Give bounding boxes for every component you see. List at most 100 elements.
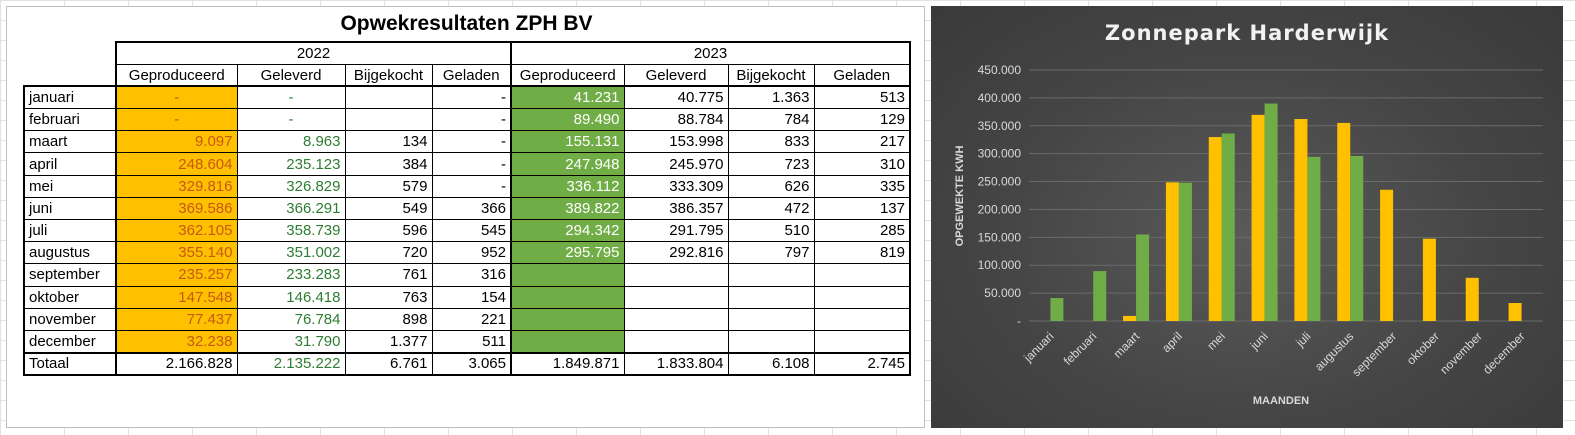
value-cell-2022-bijgekocht: 898 — [344, 307, 433, 331]
bar-series-1-augustus — [1350, 156, 1364, 321]
x-tick-label: april — [1159, 329, 1185, 355]
y-tick-label: 300.000 — [978, 147, 1022, 161]
value-cell-2022-geladen: 952 — [431, 241, 512, 265]
value-cell-2022-geproduceerd: 355.140 — [115, 241, 238, 265]
value-cell-2023-bijgekocht: 784 — [727, 108, 815, 132]
value-cell-2023-geladen: 217 — [813, 130, 911, 154]
value-cell-2022-geladen: - — [431, 85, 512, 110]
value-cell-2022-geleverd: 235.123 — [236, 152, 346, 176]
month-cell: juni — [23, 196, 117, 220]
y-tick-label: 400.000 — [978, 91, 1022, 105]
value-cell-2023-bijgekocht: 833 — [727, 130, 815, 154]
value-cell-2022-bijgekocht: 6.761 — [344, 351, 433, 376]
year-header-2023: 2023 — [510, 40, 911, 65]
value-cell-2022-geleverd: 358.739 — [236, 218, 346, 243]
table-row: februari - - -89.490 88.784 784 129 — [23, 108, 911, 132]
value-cell-2023-geladen — [813, 263, 911, 287]
column-header-2023-geleverd: Geleverd — [623, 64, 729, 87]
bar-series-0-augustus — [1337, 122, 1351, 321]
table-title: Opwekresultaten ZPH BV — [340, 12, 593, 35]
value-cell-2023-geproduceerd: 295.795 — [510, 241, 625, 265]
value-cell-2022-geleverd: 76.784 — [236, 307, 346, 331]
bar-series-0-april — [1165, 182, 1179, 321]
y-axis-label: OPGEWEKTE KWH — [954, 146, 966, 247]
y-tick-label: 150.000 — [978, 230, 1022, 244]
x-tick-label: september — [1349, 329, 1399, 379]
year-header-2022: 2022 — [115, 40, 512, 65]
x-tick-label: juli — [1293, 329, 1314, 350]
value-cell-2023-geleverd: 386.357 — [623, 196, 729, 221]
value-cell-2023-bijgekocht — [727, 307, 815, 331]
value-cell-2022-geproduceerd: 369.586 — [115, 196, 238, 221]
value-cell-2023-geproduceerd: 89.490 — [510, 108, 625, 132]
value-cell-2023-geproduceerd: 389.822 — [510, 196, 625, 221]
value-cell-2023-bijgekocht: 723 — [727, 152, 815, 176]
bar-series-0-november — [1465, 277, 1479, 321]
month-cell: december — [23, 329, 117, 353]
corner-cell — [24, 42, 116, 64]
column-header-2023-bijgekocht: Bijgekocht — [727, 64, 815, 87]
value-cell-2022-geproduceerd: - — [115, 108, 238, 132]
value-cell-2022-bijgekocht: 384 — [344, 152, 433, 176]
bar-series-0-september — [1380, 189, 1394, 321]
x-axis-tick-labels: januari februari maart april mei juni juliaugu… — [1020, 329, 1527, 379]
value-cell-2022-bijgekocht: 763 — [344, 285, 433, 309]
value-cell-2023-bijgekocht: 1.363 — [727, 85, 815, 110]
value-cell-2022-bijgekocht: 761 — [344, 263, 433, 287]
value-cell-2023-geleverd: 245.970 — [623, 152, 729, 176]
table-row: augustus 355.140 351.002 720 952 295.795 292.8… — [23, 241, 911, 265]
value-cell-2022-geladen: 3.065 — [431, 351, 512, 376]
value-cell-2022-geleverd: 8.963 — [236, 130, 346, 154]
column-header-2023-geladen: Geladen — [813, 64, 911, 87]
total-row: Totaal 2.166.828 2.135.222 6.761 3.065 1.849.… — [23, 351, 911, 376]
value-cell-2023-bijgekocht: 510 — [727, 218, 815, 243]
value-cell-2022-geladen: 545 — [431, 218, 512, 243]
month-cell: oktober — [23, 285, 117, 309]
value-cell-2023-bijgekocht: 797 — [727, 241, 815, 265]
bars — [1050, 103, 1522, 321]
value-cell-2022-geleverd: 2.135.222 — [236, 351, 346, 376]
value-cell-2022-geproduceerd: 147.548 — [115, 285, 238, 309]
table-row: maart 9.097 8.963 134-155.131 153.998 833 217 — [23, 130, 911, 154]
value-cell-2023-geladen — [813, 329, 911, 354]
x-tick-label: december — [1480, 329, 1528, 377]
month-cell: augustus — [23, 241, 117, 264]
column-header-2023-geproduceerd: Geproduceerd — [510, 64, 625, 87]
value-cell-2023-geproduceerd — [510, 285, 625, 309]
y-tick-label: 250.000 — [978, 175, 1022, 189]
table-row: september 235.257 233.283 761 316 — [23, 263, 911, 287]
value-cell-2023-geladen: 310 — [813, 152, 911, 176]
y-tick-label: 50.000 — [984, 286, 1021, 300]
value-cell-2022-geladen: 221 — [431, 307, 512, 331]
value-cell-2022-geleverd: - — [236, 108, 346, 132]
y-tick-label: 100.000 — [978, 258, 1022, 272]
value-cell-2023-geleverd — [623, 307, 729, 331]
value-cell-2023-geleverd: 88.784 — [623, 108, 729, 132]
bar-series-0-december — [1508, 303, 1522, 321]
value-cell-2022-geleverd: 366.291 — [236, 196, 346, 221]
month-cell: november — [23, 307, 117, 331]
value-cell-2022-bijgekocht: 579 — [344, 174, 433, 198]
column-header-2022-geproduceerd: Geproduceerd — [115, 64, 238, 87]
value-cell-2022-bijgekocht: 596 — [344, 218, 433, 243]
results-table: 2022 2023 Geproduceerd Geleverd Bijgekocht… — [23, 40, 911, 376]
value-cell-2023-geproduceerd: 247.948 — [510, 152, 625, 176]
value-cell-2023-geladen: 137 — [813, 196, 911, 221]
value-cell-2022-geleverd: 233.283 — [236, 263, 346, 287]
value-cell-2022-geproduceerd: - — [115, 85, 238, 110]
bar-series-1-februari — [1093, 271, 1107, 321]
value-cell-2022-geproduceerd: 235.257 — [115, 263, 238, 287]
value-cell-2023-geladen: 819 — [813, 241, 911, 265]
value-cell-2023-geleverd: 292.816 — [623, 241, 729, 265]
month-cell: september — [23, 263, 117, 287]
value-cell-2023-geladen: 285 — [813, 218, 911, 243]
month-cell: mei — [23, 174, 117, 198]
value-cell-2022-geleverd: 326.829 — [236, 174, 346, 198]
bar-series-0-maart — [1123, 315, 1137, 321]
x-axis-label: MAANDEN — [1253, 395, 1309, 407]
bar-series-1-maart — [1136, 234, 1150, 321]
value-cell-2023-geleverd — [623, 263, 729, 287]
value-cell-2022-geproduceerd: 32.238 — [115, 329, 238, 354]
value-cell-2023-geleverd: 1.833.804 — [623, 351, 729, 376]
results-table-panel: Opwekresultaten ZPH BV 2022 2023 Geprodu… — [6, 6, 925, 428]
